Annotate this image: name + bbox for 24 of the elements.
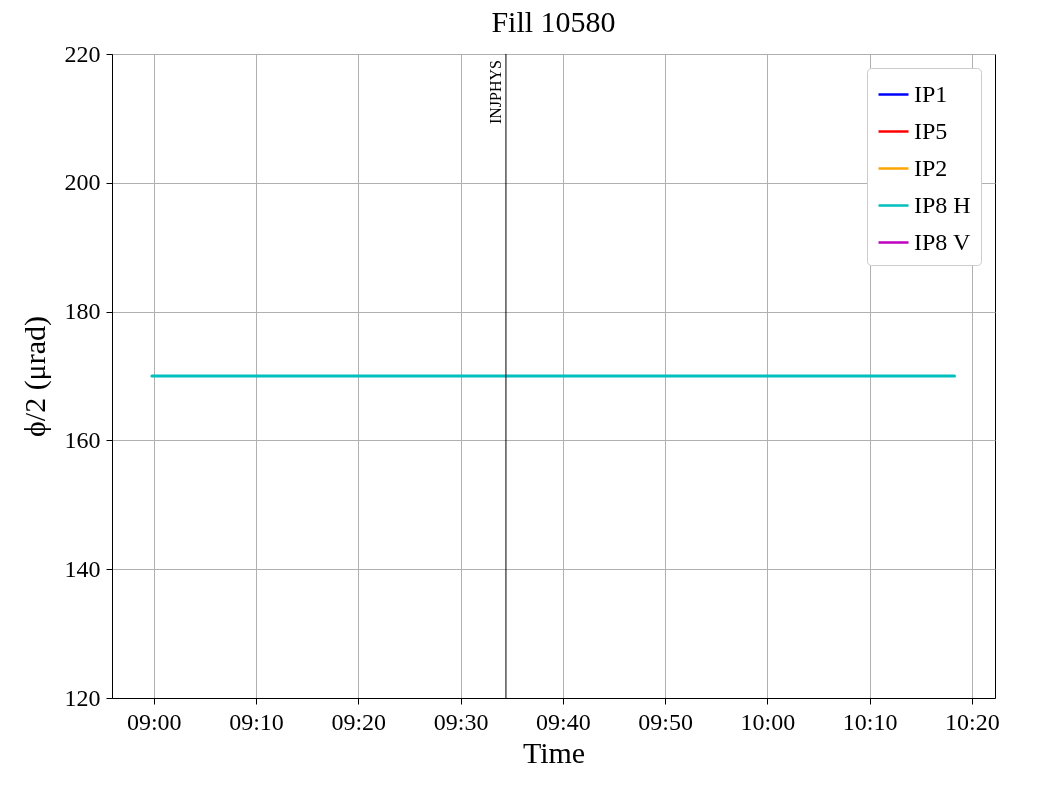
legend-label: IP2 <box>914 154 948 181</box>
y-tick-label: 120 <box>64 684 101 711</box>
legend-label: IP8 H <box>914 191 971 218</box>
ref-line-label: INJPHYS <box>486 60 504 125</box>
legend-label: IP1 <box>914 80 948 107</box>
x-tick-label: 09:20 <box>331 708 387 735</box>
y-tick-label: 200 <box>64 169 101 196</box>
x-tick-label: 09:50 <box>638 708 693 735</box>
x-tick-label: 09:00 <box>126 708 182 735</box>
legend-label: IP8 V <box>914 228 971 255</box>
x-tick-label: 09:40 <box>535 708 591 735</box>
x-tick-label: 09:10 <box>229 708 284 735</box>
y-tick-label: 140 <box>64 555 101 582</box>
y-axis-title: ϕ/2 (μrad) <box>17 316 52 437</box>
y-tick-label: 180 <box>64 298 101 325</box>
x-tick-label: 10:20 <box>945 708 1000 735</box>
x-tick-label: 10:00 <box>740 708 796 735</box>
y-tick-label: 160 <box>64 426 101 453</box>
x-axis-title: Time <box>522 735 586 769</box>
x-tick-label: 10:10 <box>842 708 898 735</box>
legend-label: IP5 <box>914 117 948 144</box>
x-tick-label: 09:30 <box>433 708 489 735</box>
y-tick-label: 220 <box>64 40 101 67</box>
chart-title: Fill 10580 <box>491 5 616 38</box>
